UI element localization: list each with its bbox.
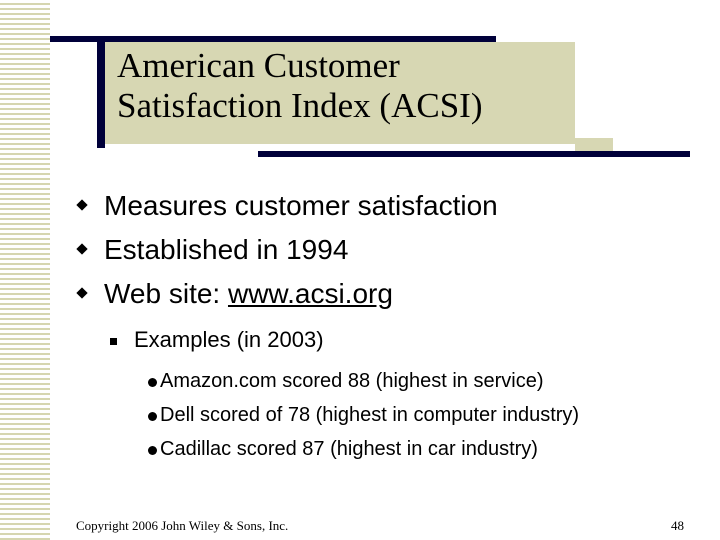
dot-bullet-icon [148,446,157,455]
diamond-bullet-icon [76,287,88,299]
website-link[interactable]: www.acsi.org [227,278,393,309]
dot-bullet-icon [148,412,157,421]
title-background-block [105,42,575,144]
example-item: Dell scored of 78 (highest in computer i… [148,398,579,432]
sub-bullet-text: Examples (in 2003) [134,327,324,352]
slide-title: American Customer Satisfaction Index (AC… [117,46,482,126]
example-item: Cadillac scored 87 (highest in car indus… [148,432,579,466]
slide-title-line-2: Satisfaction Index (ACSI) [117,86,483,125]
title-top-rule [50,36,496,42]
dot-bullet-icon [148,378,157,387]
square-bullet-icon [110,338,117,345]
bullet-item: Established in 1994 [76,228,498,272]
diamond-bullet-icon [76,199,88,211]
title-vertical-rule [97,36,105,148]
example-text: Cadillac scored 87 (highest in car indus… [160,438,538,460]
bullet-item: Web site: www.acsi.org [76,272,498,316]
example-text: Dell scored of 78 (highest in computer i… [160,404,580,426]
main-bullet-list: Measures customer satisfaction Establish… [76,184,498,316]
bullet-text-prefix: Web site: [104,278,228,309]
examples-list: Amazon.com scored 88 (highest in service… [148,364,579,466]
bullet-text: Established in 1994 [104,234,349,265]
decorative-stripe-band [0,0,50,540]
title-accent-block [575,138,613,151]
example-item: Amazon.com scored 88 (highest in service… [148,364,579,398]
page-number: 48 [671,518,684,533]
sub-bullet-item: Examples (in 2003) [108,322,324,358]
slide-title-line-1: American Customer [117,46,400,85]
example-text: Amazon.com scored 88 (highest in service… [160,370,544,392]
title-bottom-rule [258,151,690,157]
footer-copyright: Copyright 2006 John Wiley & Sons, Inc. [76,518,289,533]
bullet-text: Measures customer satisfaction [104,190,498,221]
bullet-item: Measures customer satisfaction [76,184,498,228]
diamond-bullet-icon [76,243,88,255]
